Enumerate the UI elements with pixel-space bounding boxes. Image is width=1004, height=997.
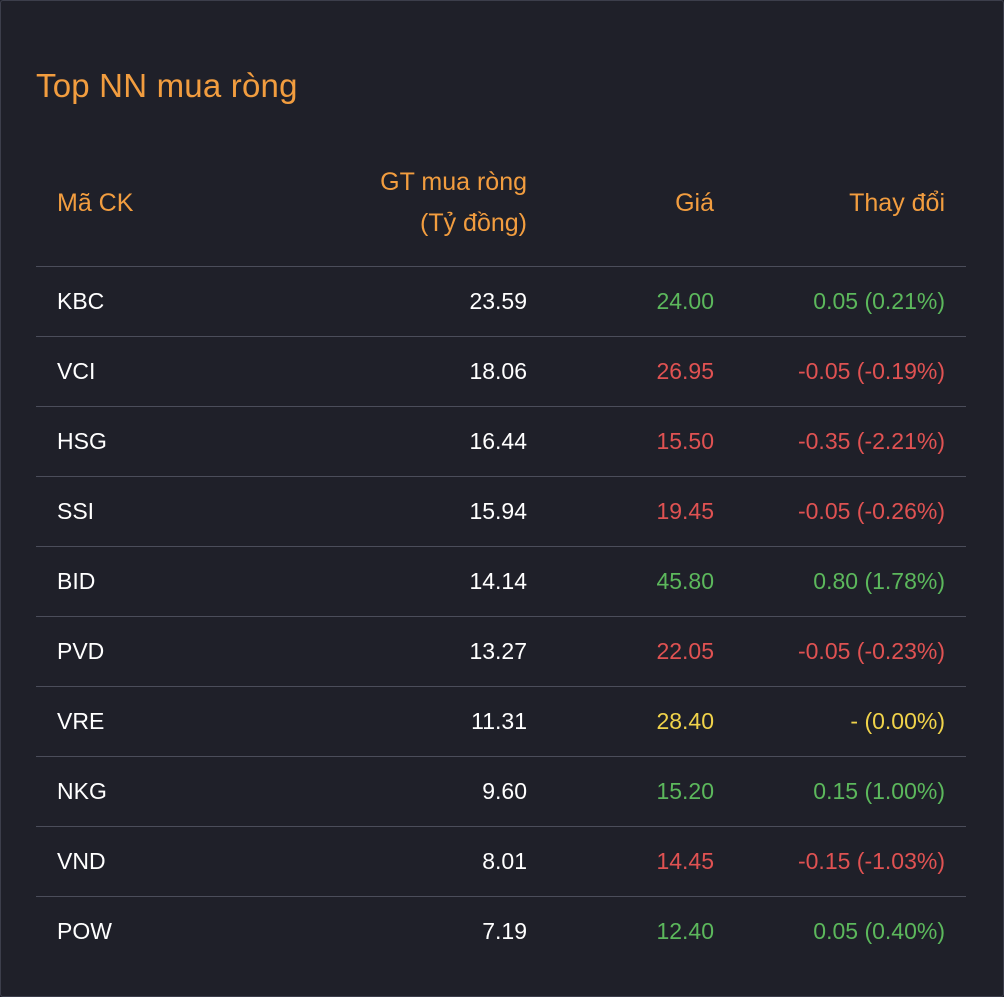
table-row[interactable]: HSG 16.44 15.50 -0.35 (-2.21%): [36, 407, 966, 477]
panel-title: Top NN mua ròng: [36, 67, 298, 104]
table-header: Mã CK GT mua ròng (Tỷ đồng) Giá Thay đổi: [36, 159, 966, 267]
change-value: 0.05 (0.40%): [813, 918, 945, 944]
net-buy-value: 14.14: [469, 568, 527, 594]
stock-code: PVD: [57, 638, 105, 664]
change-value: 0.15 (1.00%): [813, 778, 945, 804]
price-value: 14.45: [656, 848, 714, 874]
price-value: 24.00: [656, 288, 714, 314]
header-net-buy-value-line2: (Tỷ đồng): [420, 209, 527, 237]
stock-code: KBC: [57, 288, 105, 314]
price-value: 26.95: [656, 358, 714, 384]
price-value: 45.80: [656, 568, 714, 594]
header-stock-code: Mã CK: [57, 189, 134, 217]
table-row[interactable]: SSI 15.94 19.45 -0.05 (-0.26%): [36, 477, 966, 547]
header-change: Thay đổi: [849, 189, 945, 217]
table-row[interactable]: POW 7.19 12.40 0.05 (0.40%): [36, 897, 966, 966]
table-row[interactable]: NKG 9.60 15.20 0.15 (1.00%): [36, 757, 966, 827]
net-buy-value: 11.31: [471, 708, 527, 734]
change-value: -0.35 (-2.21%): [797, 428, 945, 454]
price-value: 15.20: [656, 778, 714, 804]
net-buy-value: 7.19: [482, 918, 527, 944]
stock-code: POW: [57, 918, 112, 944]
stock-code: BID: [57, 568, 96, 594]
table-row[interactable]: PVD 13.27 22.05 -0.05 (-0.23%): [36, 617, 966, 687]
stock-code: SSI: [57, 498, 95, 524]
price-value: 28.40: [656, 708, 714, 734]
change-value: -0.05 (-0.26%): [797, 498, 945, 524]
table-row[interactable]: VND 8.01 14.45 -0.15 (-1.03%): [36, 827, 966, 897]
net-buy-value: 16.44: [469, 428, 527, 454]
price-value: 15.50: [656, 428, 714, 454]
net-buy-value: 9.60: [482, 778, 527, 804]
net-buy-value: 18.06: [469, 358, 527, 384]
table-row[interactable]: BID 14.14 45.80 0.80 (1.78%): [36, 547, 966, 617]
change-value: -0.05 (-0.19%): [797, 358, 945, 384]
stock-code: VRE: [57, 708, 105, 734]
table-row[interactable]: VRE 11.31 28.40 - (0.00%): [36, 687, 966, 757]
price-value: 12.40: [656, 918, 714, 944]
change-value: -0.15 (-1.03%): [797, 848, 945, 874]
price-value: 19.45: [656, 498, 714, 524]
table-body: KBC 23.59 24.00 0.05 (0.21%) VCI 18.06 26.95 -0…: [36, 267, 966, 966]
net-buy-value: 8.01: [482, 848, 527, 874]
table-row[interactable]: VCI 18.06 26.95 -0.05 (-0.19%): [36, 337, 966, 407]
net-buy-value: 13.27: [469, 638, 527, 664]
table-row[interactable]: KBC 23.59 24.00 0.05 (0.21%): [36, 267, 966, 337]
stock-code: VND: [57, 848, 106, 874]
stock-code: NKG: [57, 778, 107, 804]
price-value: 22.05: [656, 638, 714, 664]
change-value: 0.80 (1.78%): [813, 568, 945, 594]
change-value: 0.05 (0.21%): [813, 288, 945, 314]
header-price: Giá: [675, 189, 714, 217]
net-buy-value: 15.94: [469, 498, 527, 524]
net-buy-value: 23.59: [469, 288, 527, 314]
change-value: -0.05 (-0.23%): [797, 638, 945, 664]
net-buy-table: Mã CK GT mua ròng (Tỷ đồng) Giá Thay đổi…: [36, 159, 966, 966]
header-net-buy-value: GT mua ròng (Tỷ đồng): [380, 162, 527, 244]
header-net-buy-value-line1: GT mua ròng: [380, 168, 527, 196]
change-value: - (0.00%): [850, 708, 945, 734]
stock-code: HSG: [57, 428, 107, 454]
stock-code: VCI: [57, 358, 96, 384]
